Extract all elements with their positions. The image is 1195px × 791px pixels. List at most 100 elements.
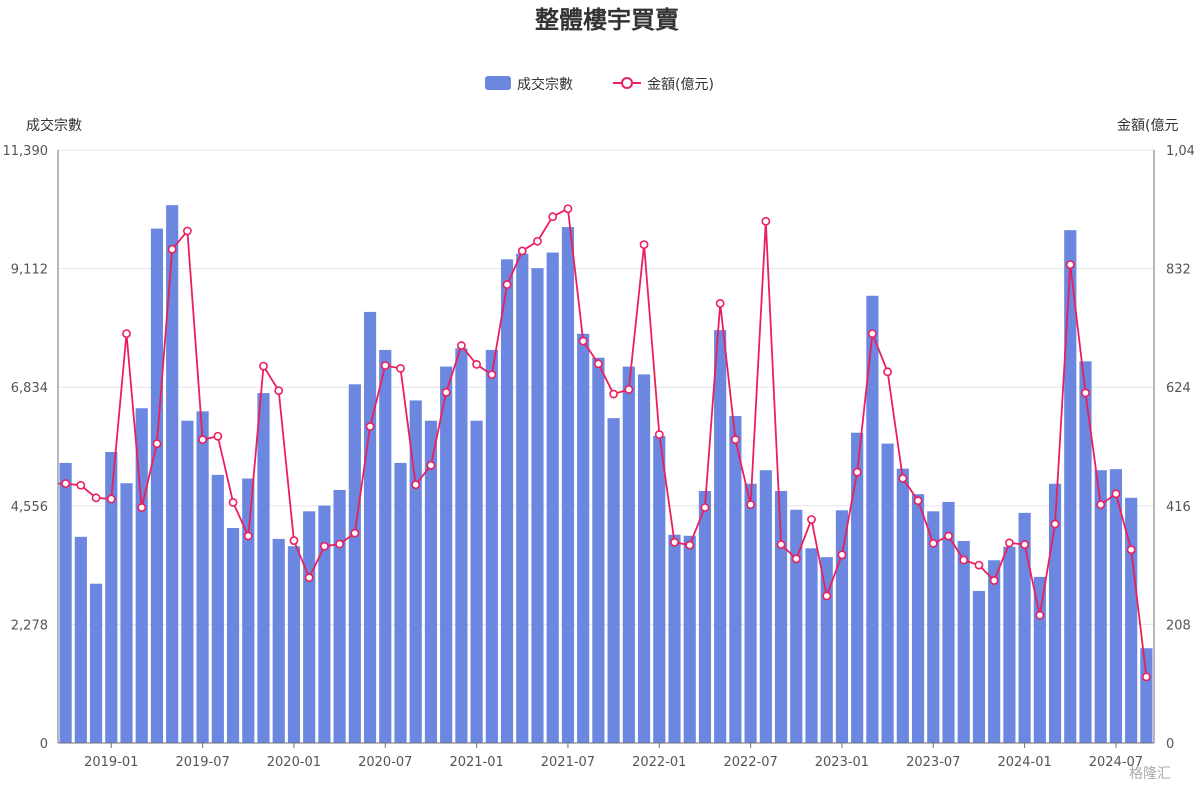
line-point[interactable] <box>350 528 360 538</box>
bar[interactable] <box>729 416 742 743</box>
bar[interactable] <box>911 494 925 743</box>
bar[interactable] <box>226 527 240 743</box>
bar[interactable] <box>1064 230 1077 743</box>
bar[interactable] <box>440 366 453 743</box>
line-point[interactable] <box>867 329 877 339</box>
line-point[interactable] <box>578 336 588 346</box>
bar[interactable] <box>957 540 970 743</box>
bar[interactable] <box>896 468 909 743</box>
legend-line-marker[interactable] <box>621 77 633 89</box>
bar[interactable] <box>105 451 118 743</box>
bar[interactable] <box>851 432 864 743</box>
bar[interactable] <box>455 348 468 743</box>
bar[interactable] <box>774 491 788 743</box>
line-point[interactable] <box>959 555 969 565</box>
bar[interactable] <box>333 489 346 743</box>
bar[interactable] <box>927 511 940 743</box>
bar[interactable] <box>348 384 361 743</box>
bar[interactable] <box>577 333 590 743</box>
line-point[interactable] <box>1050 519 1060 529</box>
bar[interactable] <box>714 330 727 743</box>
line-point[interactable] <box>365 422 375 431</box>
bar[interactable] <box>942 501 955 743</box>
legend[interactable]: 成交宗數 金額(億元) <box>485 76 714 93</box>
line-point[interactable] <box>715 298 725 308</box>
bar[interactable] <box>424 420 438 743</box>
bar[interactable] <box>181 420 194 743</box>
line-point[interactable] <box>61 479 71 488</box>
bar[interactable] <box>485 349 498 743</box>
line-point[interactable] <box>76 480 86 490</box>
bar[interactable] <box>196 411 209 743</box>
line-point[interactable] <box>670 537 679 547</box>
bar[interactable] <box>59 462 72 743</box>
bar[interactable] <box>500 259 514 743</box>
bar[interactable] <box>120 483 133 743</box>
bar[interactable] <box>257 393 270 743</box>
line-point[interactable] <box>548 212 558 222</box>
bar[interactable] <box>242 478 255 743</box>
bar[interactable] <box>683 535 696 743</box>
line-point[interactable] <box>1096 500 1106 510</box>
bar[interactable] <box>972 590 986 743</box>
bar[interactable] <box>881 443 894 743</box>
line-point[interactable] <box>380 361 390 370</box>
bar[interactable] <box>379 349 392 743</box>
bar[interactable] <box>363 311 377 743</box>
bar[interactable] <box>287 546 301 743</box>
bar[interactable] <box>516 253 529 744</box>
line-point[interactable] <box>822 591 832 601</box>
bar[interactable] <box>1033 576 1046 743</box>
bar[interactable] <box>303 511 316 743</box>
line-point[interactable] <box>106 494 116 504</box>
line-point[interactable] <box>335 539 345 549</box>
line-point[interactable] <box>761 216 771 226</box>
bar[interactable] <box>607 418 620 743</box>
bar[interactable] <box>866 295 879 743</box>
bar[interactable] <box>1003 546 1016 743</box>
line-point[interactable] <box>259 361 268 371</box>
bar[interactable] <box>744 483 757 743</box>
bar[interactable] <box>89 583 103 743</box>
line-point[interactable] <box>837 550 847 560</box>
line-point[interactable] <box>974 560 984 570</box>
line-point[interactable] <box>441 387 451 397</box>
bar[interactable] <box>759 470 772 743</box>
line-point[interactable] <box>1126 545 1136 555</box>
bar[interactable] <box>835 510 849 743</box>
line-point[interactable] <box>137 503 147 512</box>
line-point[interactable] <box>730 435 740 445</box>
bar[interactable] <box>820 557 833 743</box>
bar[interactable] <box>1048 483 1062 743</box>
line-point[interactable] <box>533 236 542 246</box>
line-point[interactable] <box>1035 610 1045 620</box>
bar[interactable] <box>546 252 559 744</box>
line-point[interactable] <box>639 240 649 250</box>
line-point[interactable] <box>685 540 695 550</box>
line-point[interactable] <box>989 576 999 585</box>
line-point[interactable] <box>852 467 862 477</box>
bar[interactable] <box>988 560 1001 743</box>
line-point[interactable] <box>593 359 603 369</box>
line-point[interactable] <box>396 363 405 373</box>
line-point[interactable] <box>776 540 786 549</box>
line-point[interactable] <box>517 246 527 256</box>
line-point[interactable] <box>1020 540 1030 549</box>
line-point[interactable] <box>426 460 436 470</box>
bar[interactable] <box>470 420 483 743</box>
bar[interactable] <box>698 491 712 743</box>
legend-item-deals[interactable]: 成交宗數 <box>517 76 573 93</box>
line-point[interactable] <box>502 280 512 289</box>
bar[interactable] <box>1079 361 1092 743</box>
line-point[interactable] <box>411 480 421 490</box>
bar[interactable] <box>592 357 605 743</box>
bar[interactable] <box>790 509 803 743</box>
bar[interactable] <box>150 228 164 743</box>
line-point[interactable] <box>624 385 634 394</box>
bar[interactable] <box>1109 469 1123 743</box>
line-point[interactable] <box>944 531 953 541</box>
bar[interactable] <box>1018 512 1031 743</box>
line-point[interactable] <box>928 539 938 548</box>
bar[interactable] <box>1094 470 1107 743</box>
bar[interactable] <box>637 374 651 743</box>
